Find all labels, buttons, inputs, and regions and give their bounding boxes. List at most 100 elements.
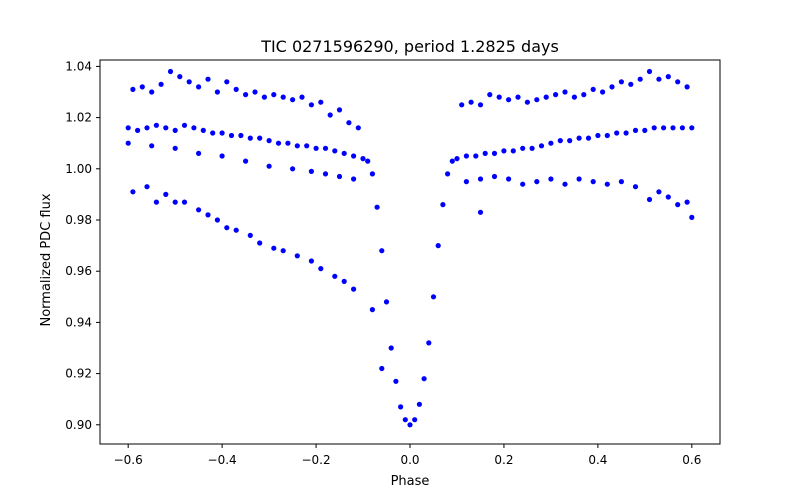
data-point — [529, 145, 535, 151]
data-point — [172, 145, 178, 151]
data-point — [257, 135, 263, 141]
data-point — [506, 176, 512, 182]
x-tick-label: 0.4 — [588, 453, 607, 467]
y-tick-label: 1.00 — [65, 162, 92, 176]
data-point — [510, 148, 516, 154]
y-axis-ticks: 0.90 0.92 0.94 0.96 0.98 1.00 1.02 1.04 — [65, 59, 100, 432]
data-point — [416, 401, 422, 407]
data-points — [125, 68, 695, 428]
data-point — [181, 199, 188, 205]
y-tick-label: 0.92 — [65, 367, 92, 381]
data-point — [679, 125, 686, 131]
data-point — [548, 176, 554, 182]
data-point — [374, 204, 380, 210]
data-point — [271, 245, 277, 251]
data-point — [149, 143, 155, 149]
data-point — [224, 79, 230, 85]
data-point — [243, 92, 249, 98]
data-point — [585, 135, 592, 141]
data-point — [308, 168, 314, 174]
data-point — [280, 248, 286, 254]
data-point — [304, 143, 310, 149]
data-point — [149, 89, 155, 95]
y-tick-label: 1.02 — [65, 111, 92, 125]
data-point — [360, 156, 366, 162]
data-point — [689, 214, 695, 220]
data-point — [398, 404, 404, 410]
data-point — [614, 130, 620, 136]
y-tick-label: 0.98 — [65, 213, 92, 227]
data-point — [200, 127, 206, 133]
data-point — [290, 97, 296, 103]
data-point — [158, 81, 164, 87]
data-point — [139, 84, 145, 90]
data-point — [684, 199, 690, 205]
data-point — [219, 153, 225, 159]
chart-title: TIC 0271596290, period 1.2825 days — [260, 37, 559, 56]
data-point — [463, 179, 469, 185]
data-point — [543, 94, 549, 100]
x-tick-label: −0.6 — [114, 453, 143, 467]
data-point — [172, 127, 178, 133]
data-point — [210, 130, 216, 136]
data-point — [665, 74, 671, 80]
x-tick-label: 0.2 — [494, 453, 513, 467]
x-axis-ticks: −0.6 −0.4 −0.2 0.0 0.2 0.4 0.6 — [114, 444, 701, 467]
data-point — [477, 176, 484, 182]
data-point — [609, 84, 615, 90]
data-point — [322, 145, 329, 151]
x-tick-label: −0.2 — [301, 453, 330, 467]
data-point — [167, 68, 174, 75]
data-point — [196, 84, 202, 90]
data-point — [506, 97, 512, 103]
data-point — [351, 176, 357, 182]
data-point — [402, 417, 408, 423]
data-point — [421, 376, 427, 382]
data-point — [383, 299, 390, 305]
data-point — [266, 138, 272, 144]
data-point — [219, 130, 225, 136]
data-point — [482, 150, 488, 156]
data-point — [243, 158, 249, 164]
data-point — [163, 125, 169, 131]
data-point — [430, 294, 437, 300]
y-tick-label: 0.94 — [65, 315, 92, 329]
data-point — [153, 199, 159, 205]
data-point — [191, 125, 197, 131]
data-point — [689, 125, 695, 131]
data-point — [684, 84, 690, 90]
data-point — [369, 171, 375, 177]
data-point — [463, 153, 469, 159]
data-point — [247, 135, 253, 141]
data-point — [177, 74, 183, 80]
data-point — [618, 79, 625, 85]
data-point — [651, 125, 657, 131]
data-point — [224, 225, 230, 231]
data-point — [186, 79, 192, 85]
y-tick-label: 1.04 — [65, 59, 92, 73]
data-point — [130, 189, 136, 195]
data-point — [313, 145, 319, 151]
data-point — [308, 102, 314, 108]
data-point — [553, 92, 559, 98]
data-point — [576, 176, 582, 182]
data-point — [534, 179, 540, 185]
data-point — [473, 153, 479, 159]
data-point — [632, 127, 639, 133]
data-point — [440, 202, 446, 208]
data-point — [196, 150, 202, 156]
data-point — [557, 138, 563, 144]
data-point — [576, 135, 582, 141]
data-point — [261, 94, 267, 100]
data-point — [130, 86, 136, 92]
data-point — [595, 132, 601, 139]
data-point — [233, 227, 239, 233]
data-point — [252, 89, 258, 95]
data-point — [520, 145, 526, 151]
data-point — [642, 127, 648, 133]
y-axis-label: Normalized PDC flux — [39, 193, 54, 326]
x-axis-label: Phase — [391, 474, 430, 489]
data-point — [665, 194, 671, 200]
data-point — [477, 102, 484, 108]
